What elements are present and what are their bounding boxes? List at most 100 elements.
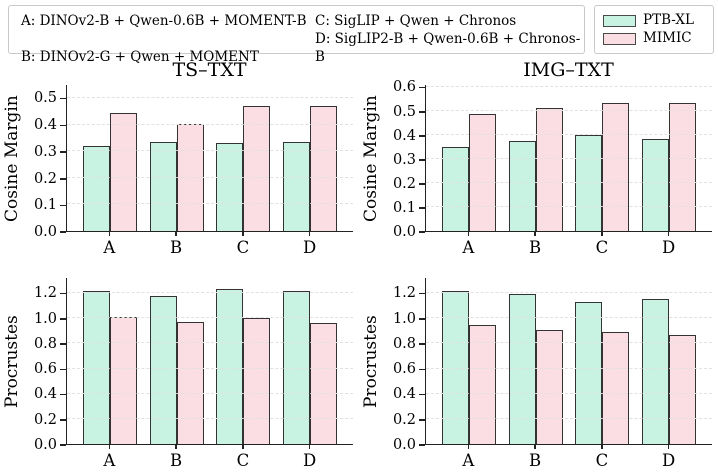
y-axis-gutter: Procrustes 0.0 0.2 0.4 0.6 0.8 1.0 1.2 — [359, 278, 425, 453]
bar-mimic-a — [469, 324, 497, 444]
bar-ptb-xl-a — [83, 146, 111, 231]
y-tick-label: 0.4 — [33, 117, 57, 134]
bar-mimic-a — [110, 112, 138, 231]
bar-mimic-c — [243, 318, 271, 444]
plot-row: Cosine Margin 0.0 0.1 0.2 0.3 0.4 0.5 0.6 — [359, 79, 718, 240]
y-tick-label: 0.6 — [392, 79, 416, 96]
gridline — [67, 317, 353, 319]
plot-row: Procrustes 0.0 0.2 0.4 0.6 0.8 1.0 1.2 — [359, 278, 718, 453]
y-tick-label: 1.2 — [33, 285, 57, 302]
bars-layer — [67, 278, 353, 444]
y-tick-label: 0.4 — [392, 127, 416, 144]
series-legend: PTB-XL MIMIC — [594, 5, 714, 54]
bar-mimic-d — [309, 323, 337, 444]
charts-grid: TS–TXT Cosine Margin 0.0 0.1 0.2 0.3 0.4 0.5 … — [0, 58, 718, 475]
bar-group-b — [503, 85, 570, 231]
x-tick-label-c: C — [569, 445, 636, 475]
x-tick-label-a: A — [435, 445, 502, 475]
plot-area — [425, 85, 712, 232]
series-legend-entry-ptbxl: PTB-XL — [603, 13, 705, 28]
gridline — [426, 110, 712, 112]
x-tick-label-c: C — [210, 445, 277, 475]
bar-mimic-c — [243, 106, 271, 231]
x-tick-label-d: D — [276, 445, 343, 475]
gridline — [67, 417, 353, 419]
plot-area — [66, 278, 353, 445]
bar-group-d — [277, 85, 344, 231]
x-tick-label-d: D — [276, 232, 343, 258]
bar-group-b — [503, 278, 570, 444]
y-tick-mark — [60, 204, 66, 207]
subplot-ts-txt-cosine: TS–TXT Cosine Margin 0.0 0.1 0.2 0.3 0.4 0.5 … — [0, 58, 359, 258]
bar-mimic-b — [176, 322, 204, 444]
y-tick-mark — [419, 393, 425, 396]
bar-group-a — [77, 85, 144, 231]
chart-title: IMG–TXT — [523, 59, 614, 81]
gridline — [67, 367, 353, 369]
legend-row: A: DINOv2-B + Qwen-0.6B + MOMENT-B B: DI… — [8, 5, 714, 65]
x-tick-label-d: D — [635, 232, 702, 258]
gridline — [67, 123, 353, 125]
x-tick-label-a: A — [435, 232, 502, 258]
gridline — [426, 417, 712, 419]
bar-group-d — [277, 278, 344, 444]
gridline — [426, 182, 712, 184]
bar-ptb-xl-d — [641, 299, 669, 444]
y-tick-mark — [60, 124, 66, 127]
y-tick-label: 1.0 — [33, 310, 57, 327]
x-tick-label-b: B — [143, 445, 210, 475]
y-tick-label: 0.2 — [33, 170, 57, 187]
bar-group-c — [210, 278, 277, 444]
y-ticks: 0.0 0.2 0.4 0.6 0.8 1.0 1.2 — [383, 278, 425, 453]
plot-area — [66, 85, 353, 232]
gridline — [67, 392, 353, 394]
legend-entry-d: D: SigLIP2-B + Qwen-0.6B + Chronos-B — [315, 31, 581, 65]
y-tick-label: 0.3 — [392, 151, 416, 168]
bar-mimic-a — [110, 317, 138, 444]
y-axis-label: Procrustes — [2, 315, 22, 408]
gridline — [426, 367, 712, 369]
y-tick-mark — [60, 368, 66, 371]
gridline — [67, 176, 353, 178]
bar-group-c — [569, 278, 636, 444]
bar-mimic-b — [535, 329, 563, 444]
y-axis-gutter: Procrustes 0.0 0.2 0.4 0.6 0.8 1.0 1.2 — [0, 278, 66, 453]
y-axis-label: Cosine Margin — [361, 95, 381, 222]
series-label-ptbxl: PTB-XL — [643, 12, 694, 28]
y-tick-label: 0.0 — [33, 224, 57, 240]
y-tick-mark — [419, 110, 425, 113]
bar-mimic-d — [309, 106, 337, 231]
ptbxl-color-swatch — [603, 14, 636, 27]
model-legend-column-right: C: SigLIP + Qwen + Chronos D: SigLIP2-B … — [315, 12, 584, 66]
gridline — [67, 342, 353, 344]
y-axis-gutter: Cosine Margin 0.0 0.1 0.2 0.3 0.4 0.5 0.6 — [359, 79, 425, 240]
bar-mimic-d — [668, 334, 696, 444]
y-tick-label: 0.5 — [392, 103, 416, 120]
y-tick-mark — [419, 419, 425, 421]
y-tick-mark — [419, 159, 425, 161]
x-tick-label-a: A — [76, 445, 143, 475]
y-tick-mark — [419, 183, 425, 185]
model-legend: A: DINOv2-B + Qwen-0.6B + MOMENT-B B: DI… — [8, 5, 585, 65]
y-tick-label: 0.4 — [33, 386, 57, 403]
y-tick-mark — [419, 368, 425, 371]
y-tick-label: 0.4 — [392, 386, 416, 403]
y-ticks: 0.0 0.1 0.2 0.3 0.4 0.5 0.6 — [383, 79, 425, 240]
y-axis-label: Procrustes — [361, 315, 381, 408]
y-tick-mark — [419, 444, 425, 446]
y-tick-mark — [419, 343, 425, 345]
y-tick-mark — [60, 343, 66, 345]
gridline — [426, 392, 712, 394]
y-tick-mark — [419, 135, 425, 137]
y-axis-gutter: Cosine Margin 0.0 0.1 0.2 0.3 0.4 0.5 — [0, 85, 66, 240]
bar-group-a — [436, 85, 503, 231]
y-tick-mark — [419, 231, 425, 233]
y-tick-mark — [60, 151, 66, 153]
plot-row: Procrustes 0.0 0.2 0.4 0.6 0.8 1.0 1.2 — [0, 278, 359, 453]
x-tick-label-b: B — [143, 232, 210, 258]
bar-ptb-xl-c — [575, 301, 603, 444]
